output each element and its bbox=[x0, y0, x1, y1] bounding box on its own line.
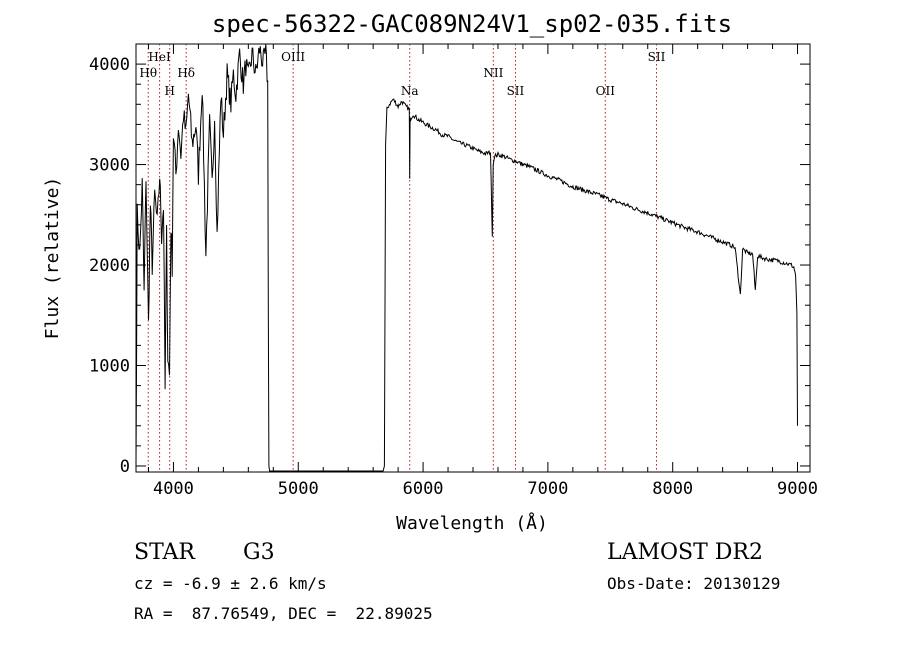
spectral-line-label: OII bbox=[596, 84, 616, 98]
y-tick-label: 2000 bbox=[89, 256, 130, 276]
object-class: STAR bbox=[134, 540, 195, 565]
coordinates: RA = 87.76549, DEC = 22.89025 bbox=[134, 604, 433, 623]
spectral-line-label: HeI bbox=[148, 50, 171, 64]
object-subclass: G3 bbox=[243, 540, 275, 565]
chart-title: spec-56322-GAC089N24V1_sp02-035.fits bbox=[212, 10, 732, 38]
spectrum-series-line bbox=[135, 44, 798, 472]
spectral-line-label: Hθ bbox=[139, 66, 157, 80]
axis-ticks: 4000 5000 6000 7000 8000 9000 0 1000 2000 3000 400… bbox=[89, 43, 818, 499]
y-tick-label: 1000 bbox=[89, 357, 130, 377]
x-tick-label: 6000 bbox=[403, 479, 444, 499]
x-tick-label: 8000 bbox=[652, 479, 693, 499]
spectral-line-label: NII bbox=[483, 66, 503, 80]
spectral-line-markers: Hθ HeI HHδ OIII Na NII SII OII SII bbox=[139, 44, 666, 472]
y-tick-label: 0 bbox=[120, 457, 130, 477]
x-tick-label: 7000 bbox=[527, 479, 568, 499]
spectrum-chart: spec-56322-GAC089N24V1_sp02-035.fits HθH… bbox=[42, 10, 818, 534]
x-tick-label: 9000 bbox=[777, 479, 818, 499]
x-axis-label: Wavelength (Å) bbox=[396, 512, 548, 534]
y-tick-label: 3000 bbox=[89, 156, 130, 176]
spectral-line-label: SII bbox=[507, 84, 525, 98]
spectral-line-label: SII bbox=[648, 50, 666, 64]
spectral-line-label: OIII bbox=[281, 50, 305, 64]
redshift-velocity: cz = -6.9 ± 2.6 km/s bbox=[134, 574, 327, 593]
y-tick-label: 4000 bbox=[89, 55, 130, 75]
observation-date: Obs-Date: 20130129 bbox=[607, 574, 781, 593]
y-axis-label: Flux (relative) bbox=[42, 177, 63, 340]
plot-frame bbox=[135, 43, 811, 473]
spectral-line-label: Na bbox=[401, 84, 419, 98]
x-tick-label: 5000 bbox=[278, 479, 319, 499]
x-tick-label: 4000 bbox=[153, 479, 194, 499]
spectral-line-label: Hδ bbox=[177, 66, 195, 80]
spectral-line-label: H bbox=[164, 84, 174, 98]
survey-name: LAMOST DR2 bbox=[607, 540, 763, 565]
